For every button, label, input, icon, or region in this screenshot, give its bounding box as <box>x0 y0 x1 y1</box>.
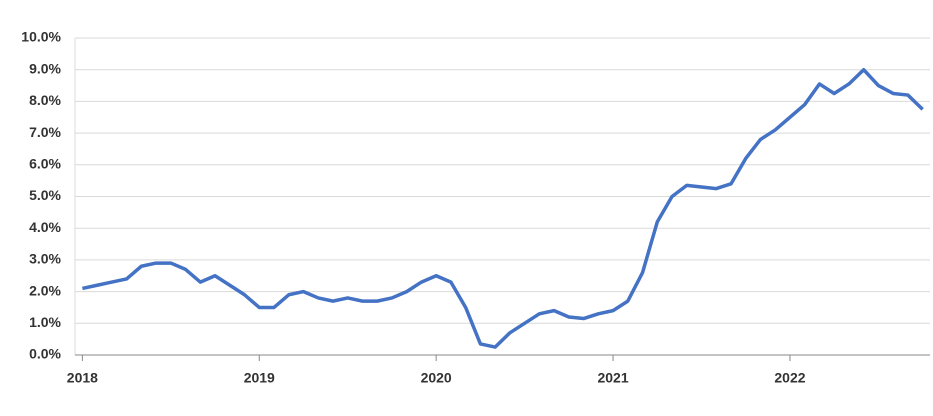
y-tick-label: 8.0% <box>29 92 61 108</box>
x-tick-label: 2021 <box>597 370 628 386</box>
y-tick-label: 9.0% <box>29 60 61 76</box>
line-series <box>82 67 924 349</box>
y-tick-label: 0.0% <box>29 346 61 362</box>
x-tick-label: 2019 <box>244 370 275 386</box>
y-tick-label: 6.0% <box>29 156 61 172</box>
x-tick-label: 2022 <box>774 370 805 386</box>
y-tick-label: 2.0% <box>29 282 61 298</box>
y-tick-label: 3.0% <box>29 251 61 267</box>
y-tick-label: 7.0% <box>29 124 61 140</box>
y-tick-label: 10.0% <box>21 29 61 45</box>
x-tick-label: 2020 <box>421 370 452 386</box>
y-tick-label: 4.0% <box>29 219 61 235</box>
y-tick-label: 5.0% <box>29 187 61 203</box>
y-tick-label: 1.0% <box>29 314 61 330</box>
x-tick-label: 2018 <box>67 370 98 386</box>
